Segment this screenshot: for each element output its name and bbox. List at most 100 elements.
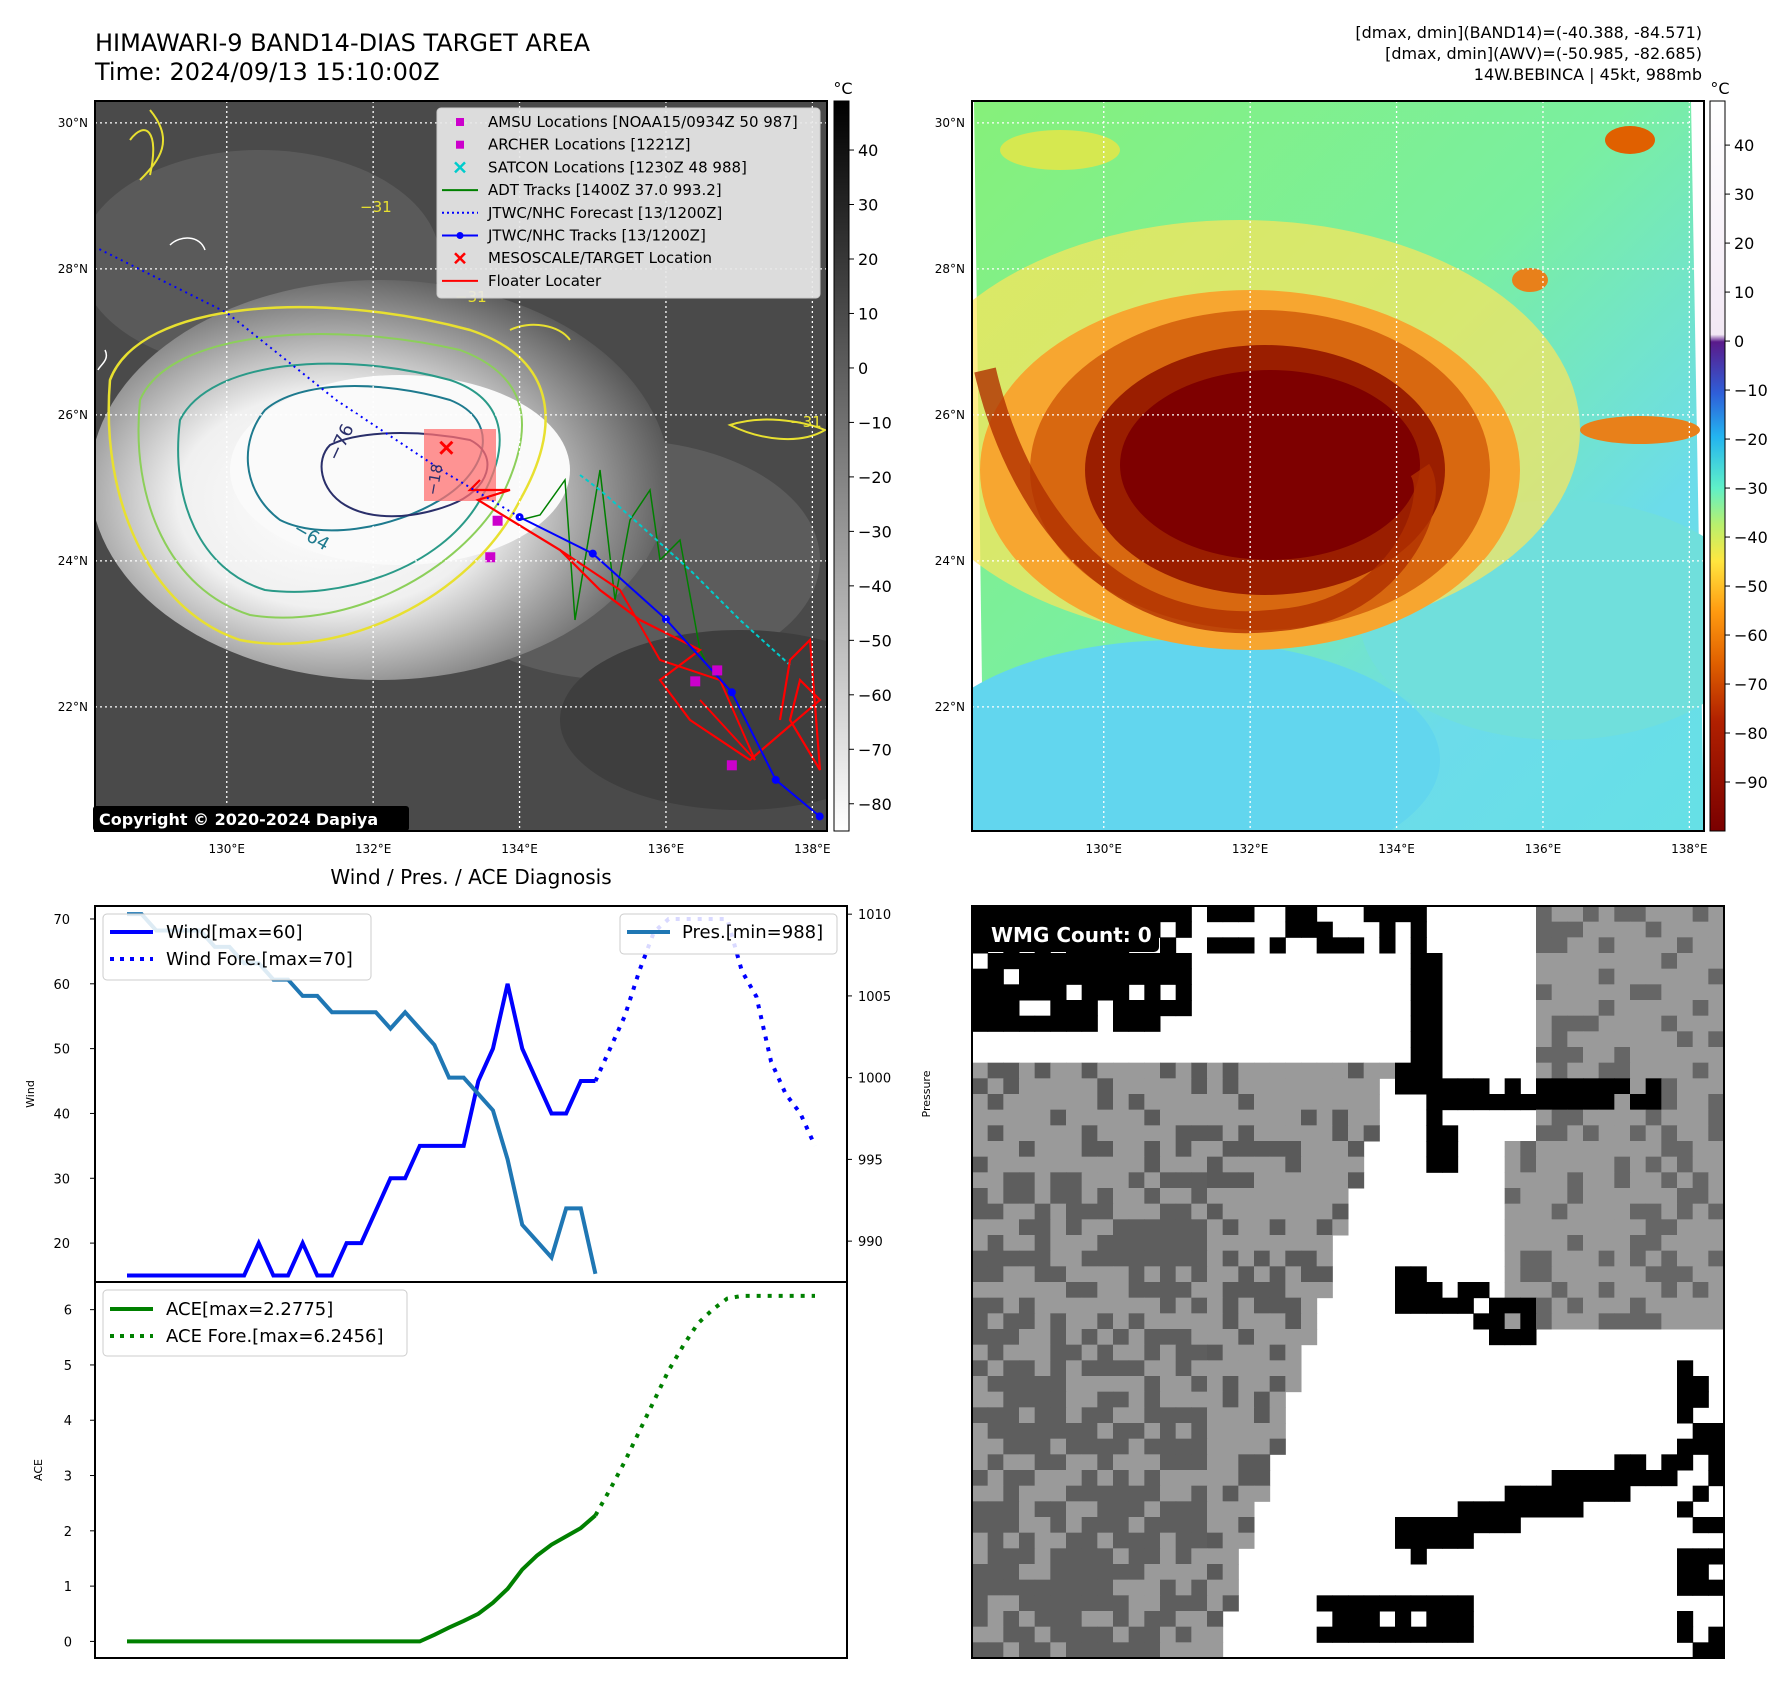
lat-tick-label: 22°N [935, 700, 965, 714]
jtwc-track-point [771, 775, 780, 784]
colorbar-tick-label: −50 [1734, 577, 1768, 596]
lat-tick-label: 26°N [58, 408, 88, 422]
lat-tick-label: 30°N [58, 116, 88, 130]
amsu-point [485, 552, 496, 563]
pressure-tick-label: 1000 [858, 1072, 891, 1087]
satcon-track [579, 474, 791, 666]
amsu-point [726, 760, 737, 771]
awv-colorbar [1709, 100, 1726, 832]
awv-dmax-dmin: [dmax, dmin](AWV)=(-50.985, -82.685) [1385, 44, 1702, 63]
colorbar-tick-label: 20 [1734, 234, 1754, 253]
legend-label: SATCON Locations [1230Z 48 988] [488, 158, 747, 176]
wind-tick-label: 20 [53, 1237, 70, 1252]
wind-tick-label: 60 [53, 978, 70, 993]
colorbar-tick-label: −40 [858, 577, 892, 596]
ace-tick-label: 0 [64, 1635, 72, 1650]
lon-tick-label: 136°E [648, 842, 685, 856]
wind-ylabel: Wind [24, 1080, 37, 1108]
lon-tick-label: 134°E [501, 842, 538, 856]
colorbar-tick-label: 20 [858, 250, 878, 269]
legend-label: AMSU Locations [NOAA15/0934Z 50 987] [488, 113, 798, 131]
lon-tick-label: 130°E [1086, 842, 1123, 856]
awv-colorbar-ticks: 40 30 20 10 0 −10 −20 −30 −40 −50 −60 −70 −80 −90 [1725, 136, 1768, 792]
lon-tick-label: 132°E [355, 842, 392, 856]
lon-tick-label: 138°E [1671, 842, 1708, 856]
jtwc-track-line [519, 516, 821, 818]
legend-wind-forecast: Wind Fore.[max=70] [166, 949, 353, 970]
colorbar-tick-label: −80 [858, 795, 892, 814]
ace-tick-label: 5 [64, 1359, 72, 1374]
series-line [593, 1293, 815, 1517]
contour-label: −31 [360, 198, 392, 216]
amsu-point [712, 665, 723, 676]
lat-tick-label: 22°N [58, 700, 88, 714]
wmg-panel: WMG Count: 0 [971, 905, 1725, 1659]
colorbar-tick-label: 10 [858, 304, 878, 323]
figure-time: Time: 2024/09/13 15:10:00Z [94, 58, 440, 86]
colorbar-tick-label: −50 [858, 631, 892, 650]
colorbar-tick-label: −70 [858, 740, 892, 759]
amsu-point [690, 676, 701, 687]
colorbar-tick-label: −10 [1734, 381, 1768, 400]
ace-ylabel: ACE [32, 1459, 45, 1481]
colorbar-tick-label: −80 [1734, 724, 1768, 743]
diagnosis-lines [127, 912, 817, 1644]
legend-ace: ACE[max=2.2775] [166, 1299, 333, 1320]
colorbar-tick-label: −10 [858, 413, 892, 432]
legend-ace-forecast: ACE Fore.[max=6.2456] [166, 1326, 384, 1347]
lat-tick-label: 24°N [935, 554, 965, 568]
legend-wind: Wind[max=60] [166, 922, 303, 943]
colorbar-tick-label: 10 [1734, 283, 1754, 302]
wind-tick-label: 50 [53, 1043, 70, 1058]
legend-label: ADT Tracks [1400Z 37.0 993.2] [488, 181, 722, 199]
lat-tick-label: 28°N [935, 262, 965, 276]
amsu-point [492, 515, 503, 526]
jtwc-tracks [95, 246, 824, 821]
legend-label: MESOSCALE/TARGET Location [488, 249, 712, 267]
ace-tick-label: 6 [64, 1304, 72, 1319]
diagnosis-title: Wind / Pres. / ACE Diagnosis [330, 865, 611, 889]
legend-marker [454, 252, 466, 265]
awv-panel: 130°E 132°E 134°E 136°E 138°E 30°N 28°N 26°N 24°… [935, 79, 1768, 856]
wmg-frame [971, 905, 1725, 1659]
series-line [127, 983, 596, 1278]
diagnosis-ticks: 20 30 40 50 60 70 990 995 1000 1005 1010 0 1 2 3 4 5 6 [53, 908, 891, 1650]
lat-tick-label: 24°N [58, 554, 88, 568]
awv-gridlines: 130°E 132°E 134°E 136°E 138°E 30°N 28°N 26°N 24°… [935, 101, 1708, 856]
wmg-image [972, 906, 1725, 1659]
legend-marker [456, 140, 464, 149]
legend-label: Floater Locater [488, 272, 602, 290]
colorbar-tick-label: −40 [1734, 528, 1768, 547]
figure-title: HIMAWARI-9 BAND14-DIAS TARGET AREA [95, 29, 591, 57]
contour-label: −18 [423, 462, 446, 496]
jtwc-track-point [661, 615, 670, 624]
legend-marker [456, 118, 464, 126]
contour-label: −31 [790, 413, 822, 431]
legend-label: JTWC/NHC Tracks [13/1200Z] [487, 227, 706, 245]
awv-colorbar-unit: °C [1710, 79, 1729, 98]
lat-tick-label: 30°N [935, 116, 965, 130]
ace-tick-label: 2 [64, 1525, 72, 1540]
colorbar-tick-label: 40 [858, 141, 878, 160]
ace-tick-label: 4 [64, 1414, 72, 1429]
ace-legend: ACE[max=2.2775] ACE Fore.[max=6.2456] [102, 1289, 408, 1357]
wind-legend: Wind[max=60] Wind Fore.[max=70] [102, 913, 372, 981]
colorbar-tick-label: −30 [858, 522, 892, 541]
lat-tick-label: 28°N [58, 262, 88, 276]
ace-tick-label: 1 [64, 1580, 72, 1595]
adt-track [519, 469, 706, 661]
colorbar-tick-label: −20 [1734, 430, 1768, 449]
lon-tick-label: 138°E [794, 842, 831, 856]
colorbar-tick-label: −20 [858, 468, 892, 487]
legend-label: JTWC/NHC Forecast [13/1200Z] [487, 204, 722, 222]
pressure-tick-label: 995 [858, 1153, 883, 1168]
target-location-x [439, 440, 454, 455]
jtwc-track-point [815, 812, 824, 821]
legend-pressure: Pres.[min=988] [682, 922, 823, 943]
wind-tick-label: 40 [53, 1107, 70, 1122]
band14-legend: AMSU Locations [NOAA15/0934Z 50 987] ARCH… [436, 107, 821, 299]
pressure-tick-label: 1005 [858, 990, 891, 1005]
pressure-tick-label: 990 [858, 1235, 883, 1250]
awv-image [972, 101, 1704, 831]
lon-tick-label: 136°E [1525, 842, 1562, 856]
